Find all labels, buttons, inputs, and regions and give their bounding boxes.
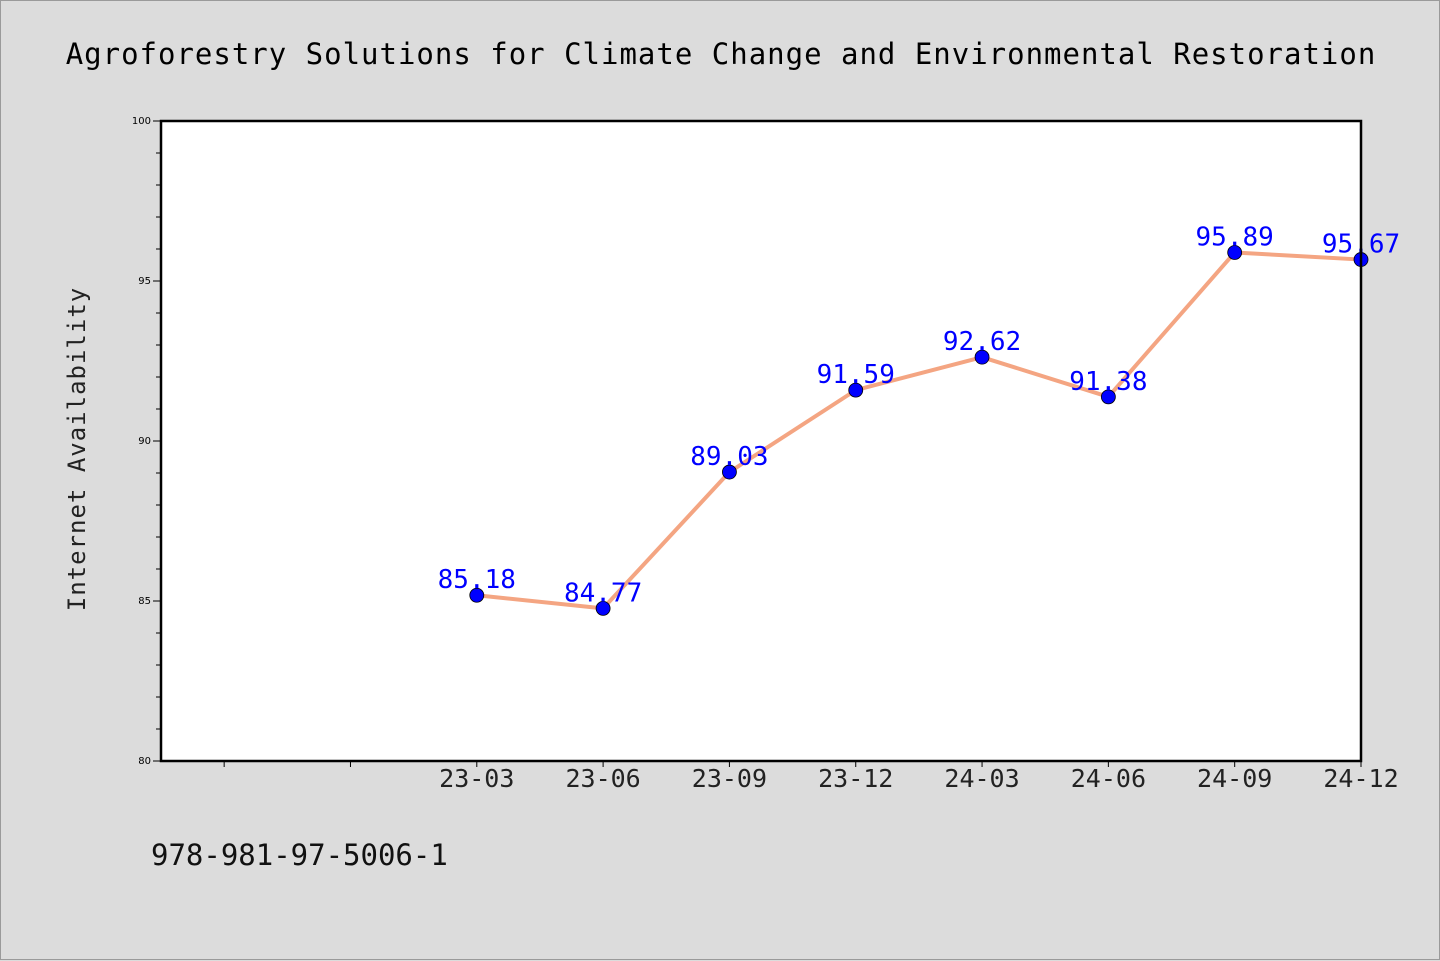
series-line-group (474, 250, 1363, 611)
y-tick-label: 80 (138, 756, 151, 767)
x-tick-label: 24-03 (944, 764, 1019, 793)
data-point-label: 85.18 (438, 565, 516, 595)
data-point-marker (1100, 389, 1116, 405)
series-line (474, 250, 1363, 611)
data-point-marker (1227, 245, 1243, 260)
data-point-marker (469, 587, 485, 603)
data-point-marker (722, 464, 737, 480)
markers-group (469, 245, 1369, 616)
data-point-label: 89.03 (690, 442, 768, 472)
footer-isbn: 978-981-97-5006-1 (151, 838, 448, 872)
data-point-label: 84.77 (564, 578, 642, 608)
data-point-marker (848, 382, 864, 398)
y-axis: 80 85 90 95 100 (132, 116, 161, 767)
x-tick-label: 23-12 (818, 764, 893, 793)
chart-title: Agroforestry Solutions for Climate Chang… (66, 37, 1377, 71)
y-tick-label: 85 (138, 596, 151, 607)
x-tick-label: 23-06 (565, 764, 640, 793)
y-tick-label: 90 (138, 436, 151, 447)
data-point-label: 95.89 (1196, 223, 1274, 253)
data-point-marker (595, 600, 611, 616)
data-point-marker (974, 349, 990, 365)
plot-area (161, 121, 1361, 761)
y-tick-label: 95 (138, 276, 151, 287)
data-point-label: 91.38 (1069, 367, 1147, 397)
x-tick-label: 24-09 (1197, 764, 1272, 793)
y-axis-label: Internet Availability (63, 287, 91, 611)
x-tick-label: 23-09 (692, 764, 767, 793)
data-point-label: 91.59 (817, 360, 895, 390)
x-tick-label: 24-06 (1071, 764, 1146, 793)
plot-border (159, 119, 1363, 763)
x-tick-label: 24-12 (1323, 764, 1398, 793)
y-tick-label: 100 (132, 116, 151, 127)
x-tick-label: 23-03 (439, 764, 514, 793)
data-point-label: 92.62 (943, 327, 1021, 357)
x-axis: 23-03 23-06 23-09 23-12 24-03 24-06 24-09 24-12 (223, 761, 1399, 793)
